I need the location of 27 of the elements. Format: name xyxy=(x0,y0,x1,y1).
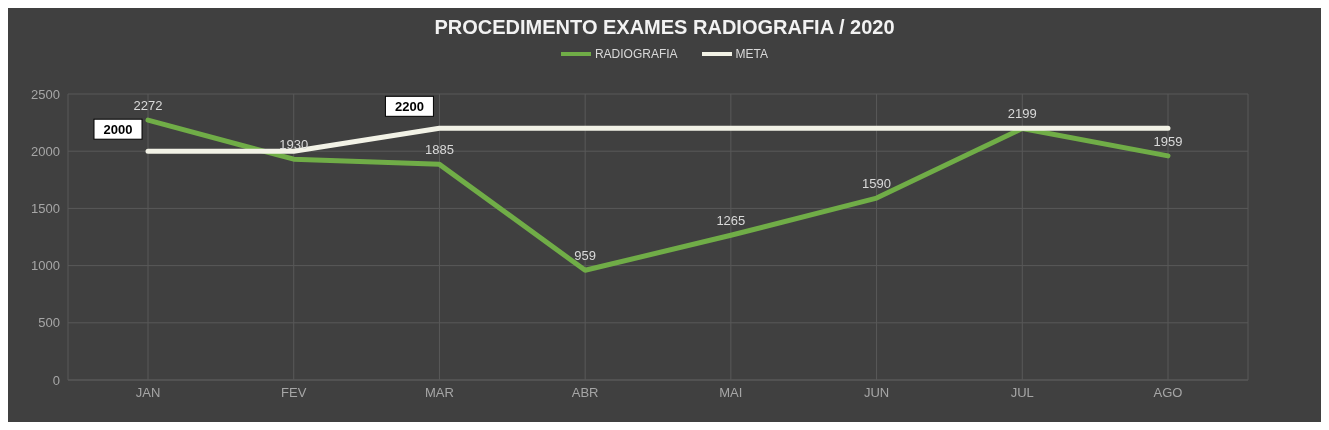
chart-title: PROCEDIMENTO EXAMES RADIOGRAFIA / 2020 xyxy=(433,16,896,40)
x-tick-label: MAI xyxy=(719,385,743,401)
data-label: 1590 xyxy=(862,176,892,192)
legend-label: RADIOGRAFIA xyxy=(594,47,678,61)
x-tick-label: JUN xyxy=(863,385,890,401)
x-tick-label: FEV xyxy=(281,385,307,401)
y-tick-label: 500 xyxy=(38,315,60,331)
x-tick-label: JAN xyxy=(135,385,161,401)
x-tick-label: AGO xyxy=(1153,385,1183,401)
y-tick-label: 2000 xyxy=(31,143,60,159)
y-tick-label: 0 xyxy=(52,372,60,388)
data-label: 2000 xyxy=(103,122,133,138)
data-label: 1930 xyxy=(279,137,309,153)
legend-label: META xyxy=(735,47,769,61)
y-tick-label: 2500 xyxy=(31,86,60,102)
data-label: 959 xyxy=(574,248,596,264)
data-label: 2272 xyxy=(133,98,163,114)
data-label: 2199 xyxy=(1007,106,1037,122)
x-tick-label: ABR xyxy=(571,385,599,401)
y-tick-label: 1500 xyxy=(31,201,60,217)
y-tick-label: 1000 xyxy=(31,258,60,274)
data-label: 1959 xyxy=(1153,133,1183,149)
data-label: 1265 xyxy=(716,213,746,229)
x-tick-label: JUL xyxy=(1010,385,1034,401)
data-label: 1885 xyxy=(424,142,454,158)
data-label: 2200 xyxy=(394,99,424,115)
x-tick-label: MAR xyxy=(424,385,454,401)
